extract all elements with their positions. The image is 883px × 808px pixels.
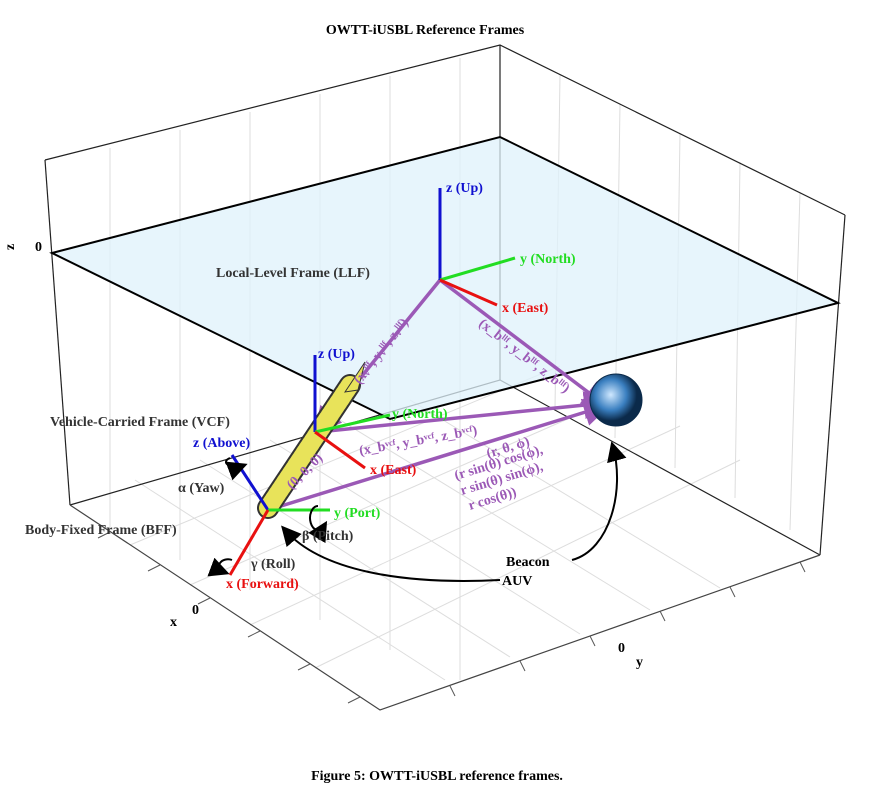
title: OWTT-iUSBL Reference Frames bbox=[326, 23, 525, 38]
bff-x: x (Forward) bbox=[226, 577, 299, 592]
beacon-sphere bbox=[589, 373, 643, 427]
vcf-z: z (Up) bbox=[318, 347, 355, 362]
roll-label: γ (Roll) bbox=[250, 557, 296, 572]
llf-z: z (Up) bbox=[446, 181, 483, 196]
llf-name: Local-Level Frame (LLF) bbox=[216, 266, 370, 281]
axis-ticks bbox=[97, 531, 806, 704]
z-axis-label: z bbox=[3, 244, 18, 250]
yaw-label: α (Yaw) bbox=[178, 481, 225, 496]
bff-name: Body-Fixed Frame (BFF) bbox=[25, 523, 177, 538]
llf-axes bbox=[438, 188, 516, 307]
caption: Figure 5: OWTT-iUSBL reference frames. bbox=[311, 769, 563, 784]
beacon-in-vcf: (x_bᵛᶜᶠ, y_bᵛᶜᶠ, z_bᵛᶜᶠ) bbox=[358, 423, 479, 459]
auv-body bbox=[257, 361, 366, 519]
x-axis-label: x bbox=[170, 615, 177, 630]
z-tick: 0 bbox=[35, 240, 42, 255]
vcf-y: y (North) bbox=[392, 407, 448, 422]
auv-label: AUV bbox=[502, 574, 532, 589]
bff-z: z (Above) bbox=[193, 436, 250, 451]
vcf-x: x (East) bbox=[370, 463, 417, 478]
bff-y: y (Port) bbox=[334, 506, 381, 521]
y-tick: 0 bbox=[618, 641, 625, 656]
x-tick: 0 bbox=[192, 603, 199, 618]
llf-x: x (East) bbox=[502, 301, 549, 316]
rotation-arrows bbox=[207, 441, 627, 582]
llf-y: y (North) bbox=[520, 252, 576, 267]
vcf-name: Vehicle-Carried Frame (VCF) bbox=[50, 415, 230, 430]
pitch-label: β (Pitch) bbox=[302, 529, 354, 544]
y-axis-label: y bbox=[636, 655, 643, 670]
vcf-axes bbox=[313, 355, 391, 470]
beacon-label: Beacon bbox=[506, 555, 550, 570]
